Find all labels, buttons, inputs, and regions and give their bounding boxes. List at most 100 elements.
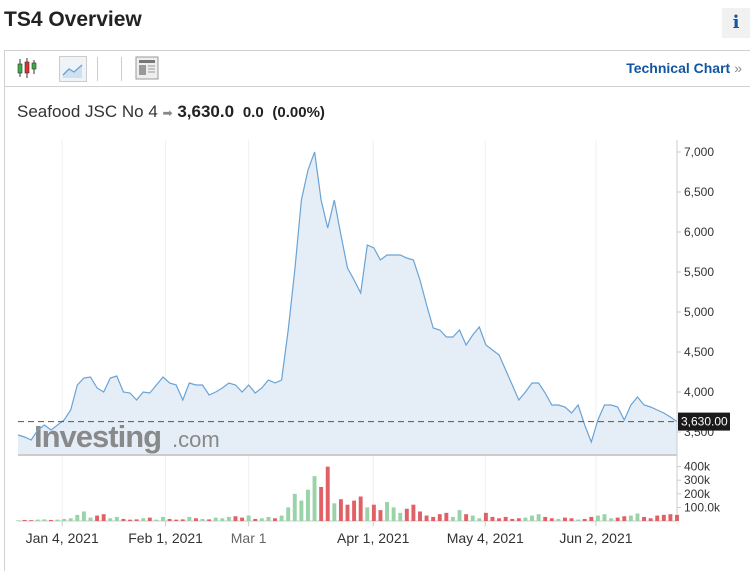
volume-bar: [477, 518, 482, 521]
date-tick-label: Jun 2, 2021: [559, 530, 632, 546]
toolbar-divider: [121, 57, 122, 81]
volume-bar: [424, 515, 429, 521]
volume-bar: [240, 517, 245, 521]
volume-bar: [299, 500, 304, 521]
volume-bar: [385, 501, 389, 521]
volume-bar: [279, 515, 284, 521]
volume-bar: [556, 518, 561, 521]
volume-bar: [312, 476, 317, 521]
volume-bar: [589, 516, 594, 521]
volume-bar: [95, 515, 100, 521]
volume-bar: [576, 519, 581, 521]
info-button[interactable]: i: [722, 8, 750, 38]
price-tick-label: 6,500: [684, 185, 714, 199]
volume-bar: [332, 503, 337, 521]
volume-bar: [563, 517, 567, 521]
volume-bar: [55, 519, 60, 521]
volume-bar: [22, 519, 27, 521]
volume-bar: [457, 510, 462, 521]
volume-bar: [523, 517, 528, 521]
volume-bar: [470, 515, 475, 521]
price-line: [17, 151, 678, 444]
price-tick-label: 5,000: [684, 305, 714, 319]
volume-bar: [642, 516, 647, 521]
volume-bar: [675, 514, 679, 521]
chart-toolbar: Technical Chart»: [5, 51, 750, 87]
volume-bar: [187, 516, 192, 521]
price-area: [18, 152, 677, 455]
volume-bar: [48, 519, 53, 521]
volume-bar: [259, 518, 264, 521]
volume-bar: [88, 517, 93, 521]
volume-tick-label: 300k: [684, 473, 711, 487]
volume-bar: [352, 500, 357, 521]
quote-header: Seafood JSC No 4 ➡ 3,630.0 0.0 (0.00%): [17, 102, 325, 122]
area-chart-icon[interactable]: [59, 56, 87, 82]
volume-bar: [29, 520, 34, 521]
volume-bar: [286, 507, 291, 521]
volume-bar: [167, 518, 172, 521]
date-tick-label: May 4, 2021: [447, 530, 524, 546]
volume-bar: [200, 518, 205, 521]
volume-bar: [569, 518, 574, 521]
candlestick-icon[interactable]: [15, 56, 41, 80]
chevron-right-icon: »: [734, 60, 742, 76]
investing-watermark-logo: Investing: [34, 419, 161, 454]
volume-bar: [207, 519, 212, 521]
volume-bar: [81, 511, 86, 521]
volume-bar: [220, 518, 225, 521]
volume-bar: [431, 516, 436, 521]
volume-bar: [450, 516, 455, 521]
volume-bar: [444, 512, 449, 521]
volume-bar: [292, 493, 297, 521]
last-price-badge: [678, 412, 730, 431]
volume-bar: [121, 518, 126, 521]
volume-bar: [371, 504, 376, 521]
volume-bar: [543, 516, 548, 521]
date-tick-label: Mar 1: [231, 530, 267, 546]
technical-chart-link[interactable]: Technical Chart»: [626, 60, 742, 76]
volume-bar: [516, 518, 521, 521]
page-title: TS4 Overview: [4, 8, 142, 31]
volume-bar: [174, 519, 179, 521]
volume-bar: [141, 518, 146, 521]
volume-bar: [233, 516, 238, 521]
news-layout-icon[interactable]: [135, 56, 159, 80]
volume-tick-label: 200k: [684, 487, 711, 501]
volume-bar: [404, 508, 409, 521]
volume-bar: [391, 507, 396, 521]
volume-bar: [595, 515, 600, 521]
volume-bar: [154, 519, 159, 521]
volume-bar: [497, 518, 502, 521]
volume-bar: [635, 513, 640, 521]
volume-bar: [628, 515, 633, 521]
volume-bar: [490, 516, 495, 521]
price-tick-label: 4,500: [684, 345, 714, 359]
volume-bar: [655, 515, 660, 521]
volume-bar: [193, 518, 198, 521]
last-price-badge-label: 3,630.00: [681, 415, 728, 429]
volume-bar: [161, 516, 165, 521]
volume-bar: [398, 512, 403, 521]
volume-bar: [35, 519, 40, 521]
volume-bar: [378, 510, 383, 521]
volume-bar: [437, 514, 442, 521]
volume-bar: [345, 504, 350, 521]
chart-panel: Technical Chart» Seafood JSC No 4 ➡ 3,63…: [4, 50, 750, 571]
toolbar-divider: [97, 57, 98, 81]
volume-bar: [602, 514, 607, 521]
price-change: 0.0: [242, 104, 264, 121]
volume-tick-label: 100.0k: [684, 500, 721, 514]
volume-bar: [319, 487, 324, 521]
investing-watermark-suffix: .com: [172, 427, 220, 452]
volume-bar: [510, 518, 515, 521]
volume-bar: [464, 514, 469, 521]
volume-bar: [16, 520, 20, 521]
volume-bar: [648, 518, 653, 521]
volume-bar: [266, 516, 271, 521]
date-tick-label: Feb 1, 2021: [128, 530, 203, 546]
volume-bar: [68, 518, 73, 521]
last-price: 3,630.0: [177, 102, 235, 121]
volume-bar: [306, 489, 310, 521]
